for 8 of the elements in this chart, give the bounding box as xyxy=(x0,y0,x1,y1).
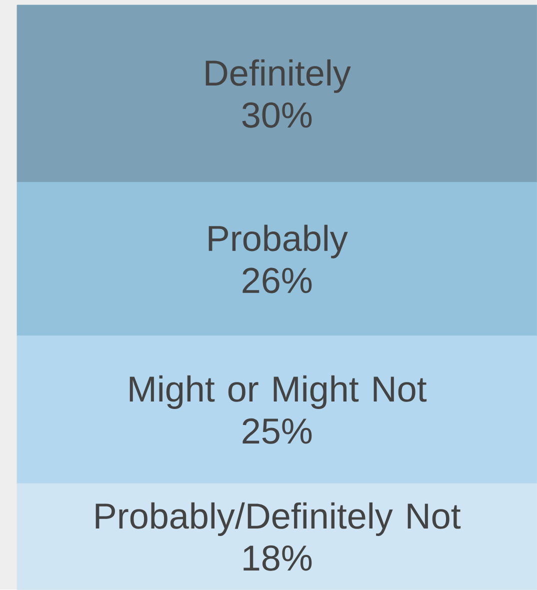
data-label: 18% xyxy=(244,545,312,571)
series-label: Probably xyxy=(208,224,348,258)
data-label: 25% xyxy=(242,418,312,444)
series-label: Might or Might Not xyxy=(130,375,427,409)
data-label: 26% xyxy=(242,268,312,294)
series-label: Definitely xyxy=(206,59,351,93)
data-label: 30% xyxy=(242,102,312,128)
series-label: Probably/Definitely Not xyxy=(96,502,461,536)
